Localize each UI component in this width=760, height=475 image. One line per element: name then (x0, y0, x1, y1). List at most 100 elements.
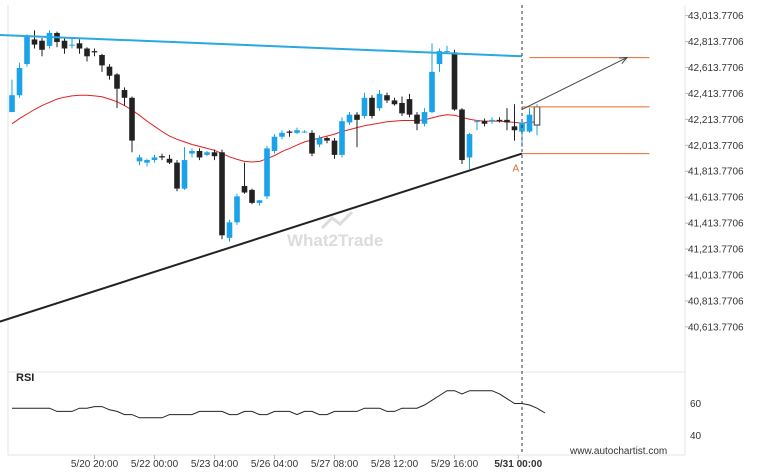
y-tick-label: 42,013.7706 (688, 141, 744, 152)
candle (414, 112, 420, 131)
candle (271, 134, 278, 154)
candle (204, 150, 210, 157)
x-tick-label: 5/22 00:00 (131, 459, 179, 470)
y-tick-label: 41,213.7706 (688, 245, 744, 256)
candle (136, 154, 143, 166)
candle (399, 96, 405, 116)
candles (9, 30, 541, 242)
candle-body (279, 132, 285, 137)
candle (31, 30, 38, 49)
candle (234, 193, 240, 225)
candle-body (256, 200, 263, 203)
price-axis: 43,013.7706 42,813.7706 42,613.7706 42,413.… (685, 11, 744, 333)
candle-body (436, 51, 443, 65)
candle (54, 31, 60, 48)
candle-body (16, 67, 23, 96)
y-tick-label: 41,413.7706 (688, 219, 744, 230)
candle-body (459, 109, 465, 161)
candle (391, 97, 398, 106)
candle (69, 38, 75, 49)
candle-body (211, 152, 218, 157)
y-tick-label: 42,813.7706 (688, 37, 744, 48)
point-label: A (513, 164, 520, 175)
candle-body (99, 54, 105, 66)
watermark-icon (320, 210, 354, 230)
candle (324, 136, 330, 144)
candle-body (301, 131, 308, 133)
y-tick-label: 41,813.7706 (688, 167, 744, 178)
trendlines (0, 33, 523, 323)
candle-body (249, 189, 255, 203)
candle-body (234, 196, 240, 223)
candle-body (466, 134, 473, 158)
candle (309, 130, 315, 157)
x-tick-label: 5/28 12:00 (371, 459, 419, 470)
candle-body (324, 138, 330, 141)
candle-body (429, 71, 435, 113)
candle (346, 112, 353, 126)
x-tick-label: 5/31 00:00 (494, 459, 542, 470)
candle-body (294, 130, 300, 133)
candle (166, 154, 173, 164)
candle (84, 47, 90, 62)
candle (174, 160, 180, 192)
candle (496, 117, 503, 123)
candle-body (121, 90, 128, 98)
candle-body (391, 100, 398, 105)
candle (61, 38, 68, 54)
candle-body (384, 95, 390, 101)
candle-body (166, 158, 173, 163)
y-tick-label: 42,213.7706 (688, 115, 744, 126)
candle (474, 119, 480, 131)
rsi-series-line (12, 390, 538, 419)
rsi-panel: RSI 60 40 (12, 372, 702, 442)
candle (451, 49, 458, 111)
candle (376, 90, 383, 111)
target-levels: A (513, 57, 650, 175)
candle (121, 87, 128, 106)
time-axis: 5/20 20:00 5/22 00:00 5/23 04:00 5/26 04:00… (71, 455, 543, 470)
candle (106, 64, 113, 80)
candle (339, 117, 345, 158)
candle (526, 108, 533, 133)
y-tick-label: 43,013.7706 (688, 11, 744, 22)
candle-body (196, 150, 203, 158)
watermark: What2Trade (287, 210, 383, 250)
candle (46, 30, 53, 49)
candle (91, 48, 98, 57)
candle-body (189, 150, 195, 154)
candle (76, 39, 83, 54)
candle-body (61, 40, 68, 49)
candle (301, 130, 308, 133)
candle-body (406, 99, 413, 115)
candle-body (489, 119, 495, 122)
candle-body (533, 106, 541, 126)
candle-body (444, 51, 450, 53)
candle-body (219, 152, 225, 236)
candle (489, 117, 495, 124)
candle-body (504, 119, 510, 123)
candle-body (129, 97, 135, 141)
candle-body (151, 157, 158, 161)
credit-text: www.autochartist.com (569, 446, 667, 457)
x-tick-label: 5/20 20:00 (71, 459, 119, 470)
candle-body (159, 156, 165, 158)
candle-body (511, 126, 518, 131)
x-tick-label: 5/27 08:00 (311, 459, 359, 470)
candle (406, 93, 413, 118)
candle-body (526, 114, 533, 132)
rsi-tick-label: 40 (690, 431, 702, 442)
candle (354, 112, 360, 148)
candle (286, 130, 293, 137)
candle-body (264, 148, 270, 197)
candle (249, 188, 255, 205)
moving-average (11, 94, 538, 163)
candle (219, 149, 225, 240)
candle-body (451, 52, 458, 110)
candle-body (136, 157, 143, 162)
candle (114, 73, 120, 109)
candle-body (181, 160, 188, 189)
y-tick-label: 42,613.7706 (688, 63, 744, 74)
candle (264, 145, 270, 199)
candle (466, 132, 473, 170)
